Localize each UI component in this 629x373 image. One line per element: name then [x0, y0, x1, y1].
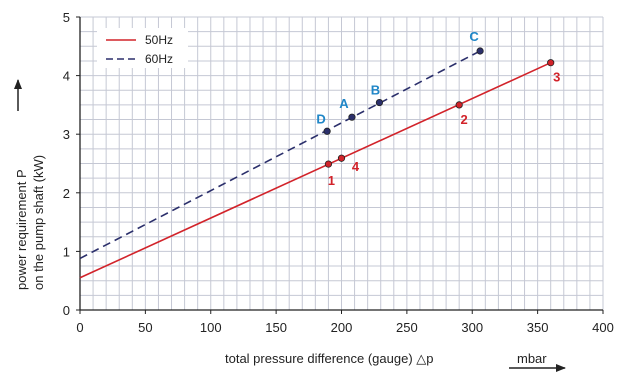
x-tick-labels: 0 50 100 150 200 250 300 350 400 [76, 310, 614, 335]
y-axis-title-line1: power requirement P [14, 169, 29, 290]
point-label-a: A [339, 96, 349, 111]
point-label-1: 1 [328, 173, 335, 188]
y-tick-label: 1 [63, 244, 70, 259]
y-tick-labels: 0 1 2 3 4 5 [63, 10, 80, 318]
x-tick-label: 400 [592, 320, 614, 335]
series: 1 4 2 3 DA B C [79, 29, 560, 279]
y-tick-label: 0 [63, 303, 70, 318]
point-label-c: C [469, 29, 479, 44]
y-tick-label: 2 [63, 186, 70, 201]
y-axis-title: power requirement P on the pump shaft (k… [14, 155, 46, 290]
x-tick-label: 100 [200, 320, 222, 335]
x-tick-label: 50 [138, 320, 152, 335]
x-tick-label: 200 [331, 320, 353, 335]
data-point-4 [337, 154, 346, 162]
x-axis-title: total pressure difference (gauge) △p [225, 351, 434, 366]
x-axis-unit: mbar [517, 351, 547, 366]
x-tick-label: 350 [527, 320, 549, 335]
point-label-2: 2 [461, 112, 468, 127]
legend-box [97, 28, 188, 68]
y-axis-title-line2: on the pump shaft (kW) [31, 155, 46, 290]
data-point-3 [547, 59, 555, 67]
legend-label-60hz: 60Hz [145, 52, 173, 66]
series-line-60hz [79, 50, 481, 260]
data-point-b [375, 98, 384, 107]
y-tick-label: 5 [63, 10, 70, 25]
point-label-4: 4 [352, 159, 360, 174]
x-tick-label: 150 [265, 320, 287, 335]
point-label-3: 3 [553, 70, 560, 85]
data-point-a [348, 113, 356, 121]
y-tick-label: 3 [63, 127, 70, 142]
point-label-b: B [371, 83, 380, 98]
x-tick-label: 250 [396, 320, 418, 335]
legend: 50Hz 60Hz [97, 28, 188, 68]
x-tick-label: 0 [76, 320, 83, 335]
y-tick-label: 4 [63, 69, 70, 84]
legend-label-50hz: 50Hz [145, 33, 173, 47]
data-point-c [476, 47, 484, 55]
series-line-50hz [79, 61, 552, 279]
data-point-d [323, 127, 331, 135]
data-point-1 [324, 160, 333, 168]
data-point-2 [455, 101, 463, 109]
x-tick-label: 300 [461, 320, 483, 335]
point-label-d: D [316, 111, 325, 126]
